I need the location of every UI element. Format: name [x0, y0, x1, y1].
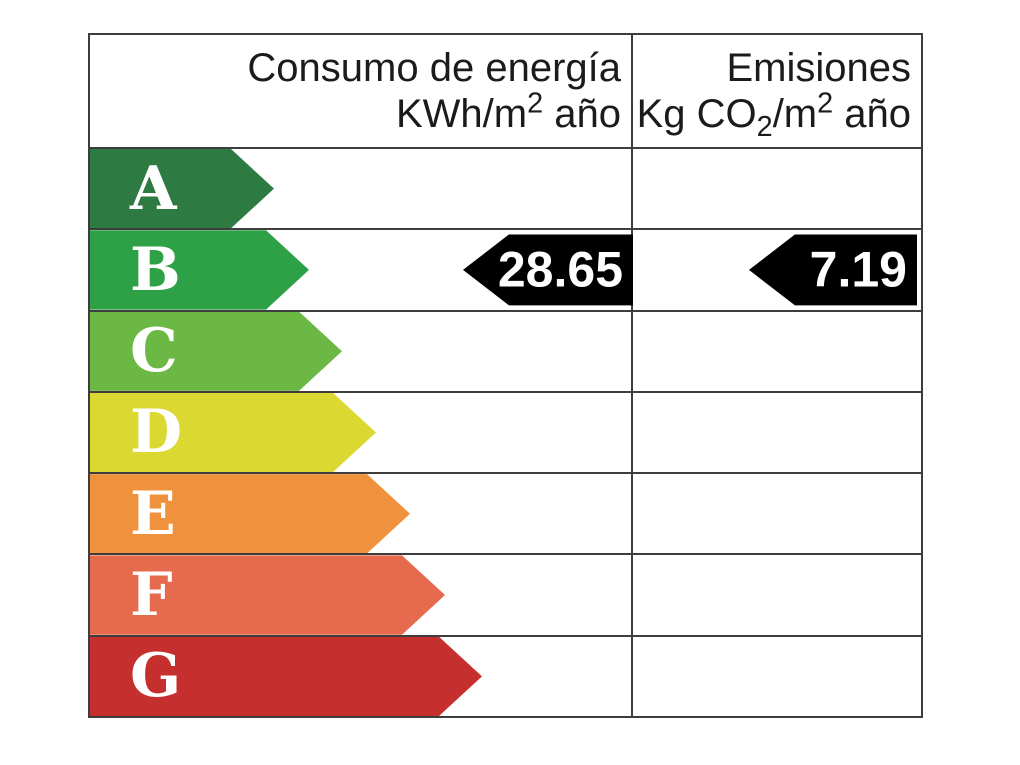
rating-row: E — [90, 472, 921, 553]
column-divider — [631, 35, 633, 716]
emissions-header-line1: Emisiones — [726, 46, 911, 90]
consumption-value-pointer: 28.65 — [463, 234, 633, 306]
table-header: Consumo de energía KWh/m2 año Emisiones … — [90, 35, 921, 147]
rating-row: F — [90, 553, 921, 634]
emissions-value-pointer: 7.19 — [749, 234, 917, 306]
rating-letter: E — [130, 478, 176, 549]
rating-letter: C — [130, 316, 178, 387]
rating-row: G — [90, 634, 921, 716]
rating-arrow-f: F — [90, 555, 445, 634]
rating-arrow-b: B — [90, 230, 309, 309]
consumption-header-line1: Consumo de energía — [247, 46, 621, 90]
rating-arrow-e: E — [90, 474, 410, 553]
rating-arrow-a: A — [90, 149, 274, 228]
rating-arrow-d: D — [90, 393, 376, 472]
rating-row: A — [90, 147, 921, 228]
rating-arrow-c: C — [90, 312, 342, 391]
consumption-header-line2: KWh/m2 año — [396, 87, 621, 136]
rating-row: C — [90, 309, 921, 391]
rating-letter: F — [130, 560, 173, 631]
rating-arrow-g: G — [90, 637, 482, 716]
rating-row: D — [90, 390, 921, 472]
emissions-column-header: Emisiones Kg CO2/m2 año — [633, 35, 921, 147]
rating-letter: G — [130, 641, 182, 712]
rating-row: B 28.65 7.19 — [90, 228, 921, 309]
rating-letter: D — [130, 397, 183, 468]
emissions-value: 7.19 — [809, 241, 907, 298]
rating-letter: B — [130, 234, 181, 305]
consumption-column-header: Consumo de energía KWh/m2 año — [90, 35, 633, 147]
consumption-value: 28.65 — [497, 241, 623, 298]
rating-letter: A — [130, 153, 177, 224]
emissions-header-line2: Kg CO2/m2 año — [636, 87, 911, 143]
energy-rating-table: Consumo de energía KWh/m2 año Emisiones … — [88, 33, 923, 718]
